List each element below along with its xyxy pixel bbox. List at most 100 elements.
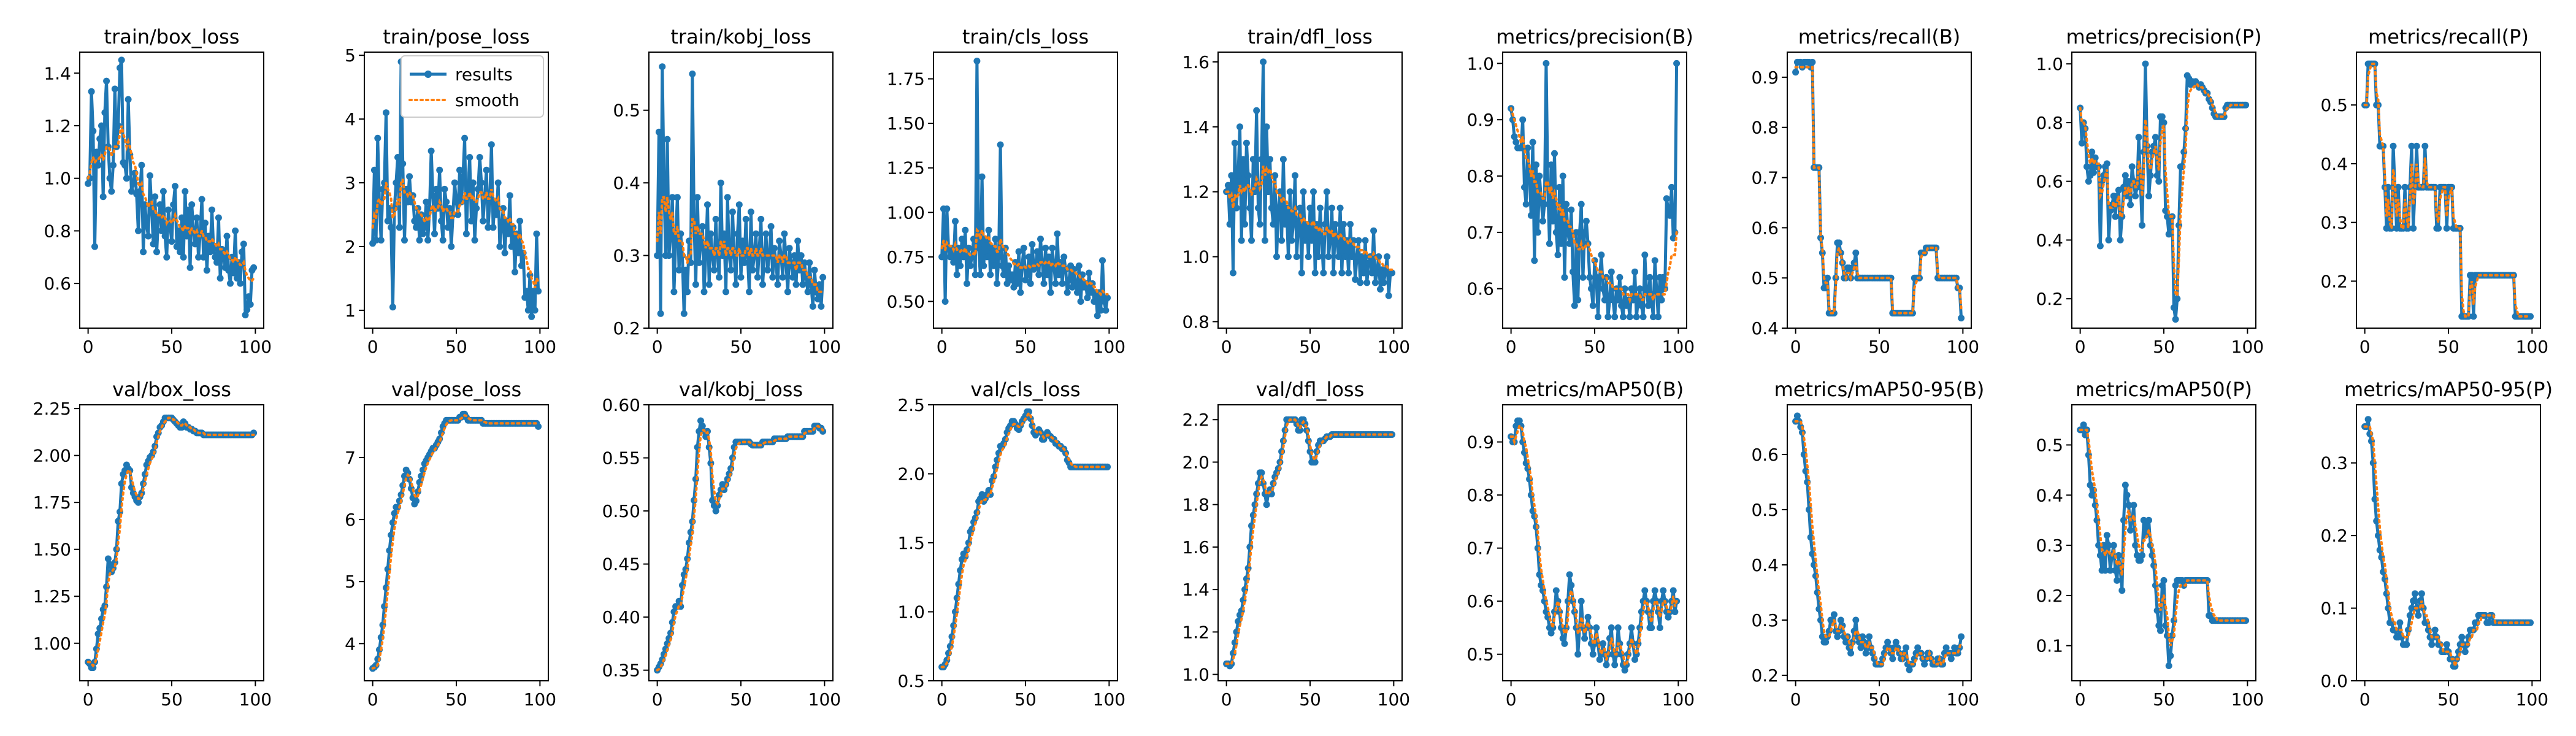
y-tick-label: 0.5	[1751, 500, 1779, 520]
results-point	[462, 230, 470, 237]
results-point	[742, 215, 749, 223]
results-point	[1052, 280, 1059, 287]
y-tick-label: 1.00	[887, 202, 925, 223]
x-tick-label: 0	[2359, 689, 2371, 710]
results-point	[696, 259, 703, 266]
results-point	[1660, 274, 1667, 281]
smooth-series-line	[1225, 418, 1393, 665]
results-point	[88, 88, 95, 95]
y-tick-label: 0.5	[1751, 268, 1779, 288]
y-tick-label: 0.5	[613, 101, 640, 121]
results-point	[2152, 134, 2159, 141]
results-point	[389, 304, 396, 311]
chart-title: metrics/recall(P)	[2368, 25, 2529, 48]
results-point	[1521, 183, 1528, 191]
results-point	[389, 519, 396, 526]
results-point	[1621, 667, 1628, 674]
results-series-line	[1509, 419, 1679, 672]
results-point	[1288, 237, 1295, 244]
results-point	[730, 252, 738, 259]
results-point	[809, 303, 816, 310]
chart-title: train/box_loss	[104, 25, 240, 48]
results-point	[2090, 169, 2097, 176]
results-point	[1822, 638, 1830, 646]
results-point	[1340, 221, 1347, 228]
results-point	[1614, 296, 1622, 304]
results-point	[533, 230, 540, 237]
results-point	[2145, 193, 2152, 200]
results-point	[960, 253, 967, 261]
results-point	[2443, 641, 2450, 648]
results-point	[2114, 577, 2121, 584]
results-point	[943, 205, 951, 212]
y-tick-label: 6	[345, 510, 356, 530]
y-tick-label: 0.50	[602, 501, 640, 521]
results-point	[1633, 313, 1640, 321]
y-tick-label: 1.0	[897, 602, 925, 623]
results-point	[237, 280, 244, 287]
results-point	[1517, 144, 1525, 151]
results-point	[1857, 644, 1865, 651]
results-point	[779, 274, 786, 281]
chart-title: val/dfl_loss	[1256, 378, 1365, 401]
results-point	[473, 205, 480, 212]
smooth-series-line	[1794, 420, 1963, 665]
results-point	[483, 166, 490, 174]
results-point	[98, 122, 105, 129]
results-point	[1958, 315, 1965, 322]
y-tick-label: 1.4	[1182, 117, 1209, 137]
results-point	[2527, 619, 2534, 626]
results-point	[2401, 183, 2409, 191]
results-point	[401, 237, 408, 244]
results-point	[535, 288, 542, 295]
y-tick-label: 0.4	[2320, 154, 2348, 174]
results-point	[90, 128, 97, 135]
y-tick-label: 1.0	[1182, 247, 1209, 267]
results-point	[444, 224, 451, 231]
y-tick-label: 0.55	[602, 448, 640, 469]
results-point	[245, 293, 252, 301]
y-tick-label: 0.8	[44, 221, 71, 241]
x-tick-label: 100	[2516, 337, 2548, 357]
chart-title: metrics/recall(B)	[1798, 25, 1961, 48]
results-point	[2140, 516, 2147, 524]
chart-panel: metrics/recall(P) 0 50 100 0.2 0.3 0.4 0.5	[2320, 25, 2548, 357]
results-point	[1042, 244, 1049, 251]
results-point	[1660, 587, 1667, 594]
y-tick-label: 4	[345, 634, 356, 654]
results-point	[2112, 567, 2119, 574]
results-point	[2364, 416, 2372, 423]
results-series-line	[2364, 418, 2531, 668]
x-tick-label: 100	[239, 337, 272, 357]
results-point	[1669, 587, 1677, 594]
x-tick-label: 0	[367, 689, 378, 710]
x-tick-label: 0	[83, 337, 94, 357]
y-tick-label: 1.0	[1182, 665, 1209, 685]
results-point	[1809, 550, 1816, 558]
results-point	[1268, 204, 1275, 212]
results-point	[1547, 161, 1555, 169]
results-point	[128, 188, 135, 195]
results-point	[1297, 427, 1304, 434]
results-point	[1318, 237, 1325, 244]
results-point	[1549, 218, 1557, 224]
results-point	[1792, 69, 1800, 76]
results-point	[1365, 259, 1372, 267]
results-point	[443, 198, 450, 205]
results-point	[177, 248, 184, 256]
results-point	[156, 201, 164, 209]
results-point	[1029, 241, 1036, 248]
y-tick-label: 0.7	[1466, 223, 1494, 243]
results-point	[1595, 313, 1601, 321]
results-point	[1611, 661, 1619, 669]
chart-title: train/cls_loss	[962, 25, 1089, 48]
results-point	[1370, 227, 1378, 234]
results-point	[995, 253, 1002, 261]
results-point	[1554, 251, 1562, 259]
results-point	[1265, 188, 1272, 196]
results-point	[1586, 274, 1593, 281]
results-point	[2127, 201, 2134, 209]
results-point	[1551, 150, 1558, 157]
x-tick-label: 50	[1584, 689, 1606, 710]
results-point	[394, 154, 401, 161]
